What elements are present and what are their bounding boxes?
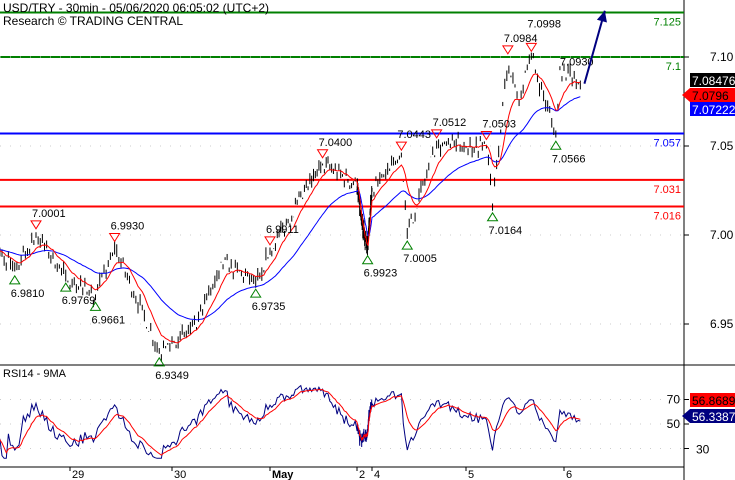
rsi-panel-title: RSI14 - 9MA xyxy=(3,368,66,380)
level-label: 7.125 xyxy=(653,17,681,29)
x-tick-label: 4 xyxy=(374,469,380,480)
pivot-low-label: 6.9349 xyxy=(155,370,189,382)
pivot-high-marker xyxy=(395,141,408,152)
ma-slow-tag: 7.07222 xyxy=(692,103,735,117)
pivot-low-marker xyxy=(486,211,499,222)
pivot-high-label: 6.9911 xyxy=(266,224,299,236)
pivot-high-label: 7.0443 xyxy=(397,129,431,141)
ma-fast-tag: 7.0796 xyxy=(692,89,729,103)
pivot-high-label: 7.0984 xyxy=(504,33,538,45)
rsi-tag: 56.3387 xyxy=(692,410,735,424)
arrow-head-icon xyxy=(596,10,607,23)
pivot-high-label: 6.9930 xyxy=(111,220,145,232)
ma-fast-tag-pointer xyxy=(682,88,690,102)
pivot-low-label: 6.9661 xyxy=(92,314,126,326)
pivot-low-marker xyxy=(8,274,21,285)
pivot-low-label: 6.9769 xyxy=(62,295,96,307)
pivot-high-marker xyxy=(30,220,42,230)
y-tick-label: 7.10 xyxy=(710,50,734,64)
pivot-low-label: 6.9923 xyxy=(364,268,398,280)
rsi-tag-bg xyxy=(690,409,735,423)
pivot-low-marker xyxy=(89,301,102,311)
pivot-low-label: 7.0164 xyxy=(489,225,523,237)
pivot-low-marker xyxy=(549,140,562,150)
pivot-high-label: 7.0400 xyxy=(319,137,353,149)
pivot-low-label: 7.0566 xyxy=(552,153,586,165)
x-tick-label: 29 xyxy=(72,469,84,480)
y-tick-label: 7.00 xyxy=(710,228,734,242)
pivot-high-marker xyxy=(525,42,538,53)
x-tick-label: 30 xyxy=(174,469,186,480)
pivot-low-marker xyxy=(249,288,262,298)
pivot-low-label: 6.9735 xyxy=(252,301,286,313)
last-price-tag-bg xyxy=(690,73,735,87)
x-tick-label: 6 xyxy=(566,469,572,480)
level-label: 7.057 xyxy=(653,138,681,150)
pivot-high-marker xyxy=(264,236,276,246)
pivot-label: 7.0930 xyxy=(560,56,594,68)
rsi-ma-line xyxy=(0,388,581,456)
rsi-y-tick-label: 70 xyxy=(667,393,681,407)
pivot-low-marker xyxy=(361,254,374,265)
pivot-high-label: 7.0512 xyxy=(433,117,467,129)
pivot-low-marker xyxy=(59,282,72,292)
rsi-tag-pointer xyxy=(682,409,690,423)
y-tick-label: 7.05 xyxy=(710,139,734,153)
pivot-low-marker xyxy=(153,356,166,367)
pivot-low-label: 6.9810 xyxy=(11,288,45,300)
pivot-high-marker xyxy=(430,129,443,139)
pivot-low-label: 7.0005 xyxy=(403,253,437,265)
x-tick-label: 5 xyxy=(468,469,474,480)
rsi-ma-tag: 56.8689 xyxy=(692,394,735,408)
pivot-high-label: 7.0998 xyxy=(527,18,561,30)
ma-fast-line xyxy=(0,73,581,344)
x-tick-label: May xyxy=(272,469,294,480)
x-tick-label: 2 xyxy=(359,469,365,480)
level-label: 7.1 xyxy=(666,61,681,73)
pivot-high-marker xyxy=(108,232,121,243)
chart-source: Research © TRADING CENTRAL xyxy=(3,14,183,28)
y-tick-label: 6.95 xyxy=(710,317,734,331)
pivot-high-marker xyxy=(480,130,493,141)
pivot-low-marker xyxy=(401,240,414,250)
chart-title: USD/TRY - 30min - 05/06/2020 06:05:02 (U… xyxy=(3,1,270,15)
rsi-line xyxy=(0,384,581,459)
ma-fast-tag-bg xyxy=(690,88,735,102)
last-price-tag: 7.08476 xyxy=(692,74,735,88)
rsi-ma-tag-bg xyxy=(690,393,735,407)
pivot-high-label: 7.0001 xyxy=(32,208,66,220)
pivot-high-marker xyxy=(501,45,514,55)
level-label: 7.016 xyxy=(653,211,681,223)
ma-slow-tag-bg xyxy=(690,102,735,116)
rsi-y-tick-label: 30 xyxy=(696,443,710,457)
pivot-high-label: 7.0503 xyxy=(482,118,516,130)
forecast-arrow xyxy=(583,10,606,84)
pivot-high-marker xyxy=(316,149,329,159)
rsi-y-tick-label: 50 xyxy=(667,417,681,431)
level-label: 7.031 xyxy=(653,184,681,196)
